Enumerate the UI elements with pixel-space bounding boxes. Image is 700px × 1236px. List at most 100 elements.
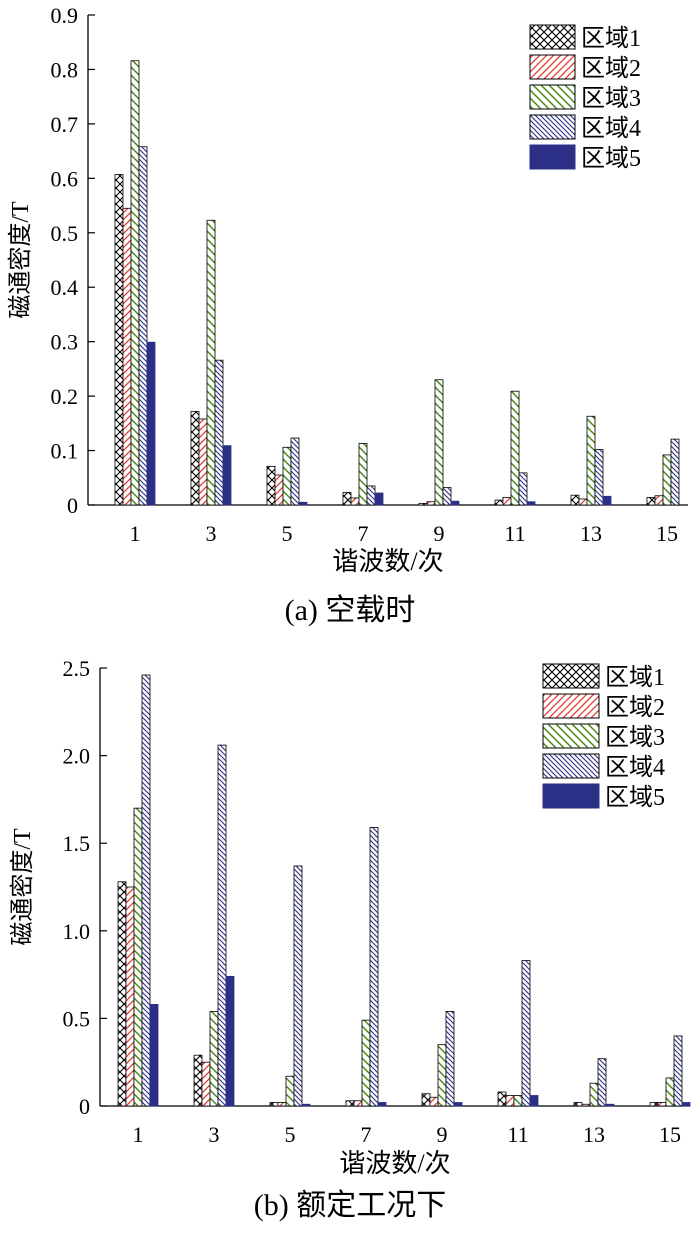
bar-b-s5-h5 bbox=[301, 1103, 311, 1107]
y-axis-title-b: 磁通密度/T bbox=[9, 828, 36, 946]
bar-b-s5-h9 bbox=[453, 1102, 463, 1107]
caption-a: (a) 空载时 bbox=[284, 594, 416, 627]
bar-b-s1-h3 bbox=[193, 1054, 203, 1107]
y-tick-label-b: 2.0 bbox=[63, 744, 91, 769]
bar-a-s4-h9 bbox=[442, 487, 452, 506]
bar-b-s4-h5 bbox=[293, 865, 303, 1107]
bar-a-s2-h5 bbox=[274, 474, 284, 506]
bar-b-s4-h7 bbox=[369, 827, 379, 1107]
bar-b-s1-h13 bbox=[573, 1102, 583, 1107]
legend-swatch-a-2 bbox=[529, 54, 576, 80]
x-tick-label-a: 15 bbox=[656, 521, 678, 546]
bar-a-s3-h7 bbox=[358, 443, 368, 506]
bar-a-s3-h9 bbox=[434, 379, 444, 506]
bar-b-s5-h3 bbox=[225, 975, 235, 1107]
bar-b-s1-h7 bbox=[345, 1100, 355, 1107]
bar-b-s3-h13 bbox=[589, 1082, 599, 1107]
bar-a-s5-h13 bbox=[602, 495, 612, 506]
x-axis-title-a: 谐波数/次 bbox=[332, 547, 443, 576]
x-axis-title-b: 谐波数/次 bbox=[339, 1149, 450, 1178]
bar-b-s5-h11 bbox=[529, 1095, 539, 1107]
bar-b-s1-h15 bbox=[649, 1102, 659, 1107]
bar-b-s2-h9 bbox=[429, 1096, 439, 1107]
bar-a-s5-h1 bbox=[146, 341, 156, 506]
bar-a-s4-h1 bbox=[138, 146, 148, 506]
y-tick-label-a: 0.6 bbox=[51, 166, 79, 191]
bar-b-s4-h15 bbox=[673, 1035, 683, 1107]
bar-a-s1-h1 bbox=[114, 174, 124, 506]
bar-b-s2-h3 bbox=[201, 1061, 211, 1107]
x-tick-label-a: 13 bbox=[580, 521, 602, 546]
x-tick-label-b: 1 bbox=[133, 1122, 144, 1147]
bar-a-s3-h1 bbox=[130, 60, 140, 506]
bar-a-s4-h5 bbox=[290, 437, 300, 506]
legend-label-a-2: 区域2 bbox=[581, 55, 641, 82]
bar-b-s4-h11 bbox=[521, 960, 531, 1107]
legend-label-b-4: 区域4 bbox=[605, 754, 665, 781]
bar-b-s1-h5 bbox=[269, 1102, 279, 1107]
bar-a-s2-h7 bbox=[350, 497, 360, 506]
bar-a-s1-h3 bbox=[190, 410, 200, 506]
y-tick-label-a: 0.1 bbox=[51, 439, 79, 464]
y-tick-label-b: 0.5 bbox=[63, 1006, 91, 1031]
bar-a-s2-h11 bbox=[502, 496, 512, 506]
y-tick-label-b: 1.0 bbox=[63, 919, 91, 944]
bar-b-s3-h3 bbox=[209, 1010, 219, 1107]
x-tick-label-a: 1 bbox=[130, 521, 141, 546]
legend-label-a-3: 区域3 bbox=[581, 85, 641, 112]
bar-a-s4-h7 bbox=[366, 485, 376, 506]
bar-a-s3-h5 bbox=[282, 446, 292, 506]
legend-label-a-5: 区域5 bbox=[581, 145, 641, 172]
bar-a-s4-h11 bbox=[518, 472, 528, 506]
legend-swatch-a-4 bbox=[529, 114, 576, 140]
legend-swatch-a-5 bbox=[529, 144, 576, 170]
x-tick-label-a: 9 bbox=[434, 521, 445, 546]
bar-a-s4-h15 bbox=[670, 438, 680, 506]
y-tick-label-a: 0.3 bbox=[51, 330, 79, 355]
legend-swatch-b-3 bbox=[542, 723, 600, 749]
y-tick-label-b: 0 bbox=[79, 1094, 90, 1119]
y-tick-label-b: 2.5 bbox=[63, 656, 91, 681]
bar-b-s4-h13 bbox=[597, 1058, 607, 1107]
bar-a-s1-h5 bbox=[266, 465, 276, 506]
legend-label-b-3: 区域3 bbox=[605, 724, 665, 751]
bar-a-s3-h15 bbox=[662, 454, 672, 506]
x-tick-label-a: 7 bbox=[358, 521, 369, 546]
bar-a-s1-h9 bbox=[418, 502, 428, 506]
bar-b-s3-h1 bbox=[133, 807, 143, 1107]
bar-b-s1-h1 bbox=[117, 881, 127, 1107]
bar-a-s1-h11 bbox=[494, 499, 504, 506]
bar-b-s2-h13 bbox=[581, 1103, 591, 1107]
x-tick-label-a: 5 bbox=[282, 521, 293, 546]
bar-a-s5-h3 bbox=[222, 445, 232, 506]
legend-swatch-b-1 bbox=[542, 663, 600, 689]
legend-label-a-4: 区域4 bbox=[581, 115, 641, 142]
legend-label-b-5: 区域5 bbox=[605, 784, 665, 811]
bar-a-s5-h9 bbox=[450, 500, 460, 506]
bar-b-s3-h11 bbox=[513, 1095, 523, 1107]
x-tick-label-b: 9 bbox=[437, 1122, 448, 1147]
bar-a-s3-h3 bbox=[206, 219, 216, 506]
bar-b-s1-h9 bbox=[421, 1093, 431, 1107]
y-axis-title-a: 磁通密度/T bbox=[7, 201, 34, 319]
bar-a-s5-h7 bbox=[374, 492, 384, 506]
x-tick-label-a: 3 bbox=[206, 521, 217, 546]
legend-label-b-1: 区域1 bbox=[605, 664, 665, 691]
y-tick-label-b: 1.5 bbox=[63, 831, 91, 856]
legend-label-a-1: 区域1 bbox=[581, 25, 641, 52]
x-tick-label-b: 13 bbox=[583, 1122, 605, 1147]
bar-b-s1-h11 bbox=[497, 1091, 507, 1107]
y-tick-label-a: 0.8 bbox=[51, 57, 79, 82]
y-tick-label-a: 0.5 bbox=[51, 221, 79, 246]
x-tick-label-b: 15 bbox=[659, 1122, 681, 1147]
bar-a-s1-h13 bbox=[570, 494, 580, 506]
bar-a-s5-h11 bbox=[526, 501, 536, 506]
bar-a-s4-h13 bbox=[594, 449, 604, 506]
bar-b-s4-h9 bbox=[445, 1010, 455, 1107]
bar-a-s2-h15 bbox=[654, 495, 664, 506]
bar-a-s2-h9 bbox=[426, 501, 436, 506]
bar-a-s3-h13 bbox=[586, 415, 596, 506]
y-tick-label-a: 0.4 bbox=[51, 275, 79, 300]
bar-b-s4-h1 bbox=[141, 674, 151, 1107]
bar-b-s2-h5 bbox=[277, 1102, 287, 1107]
